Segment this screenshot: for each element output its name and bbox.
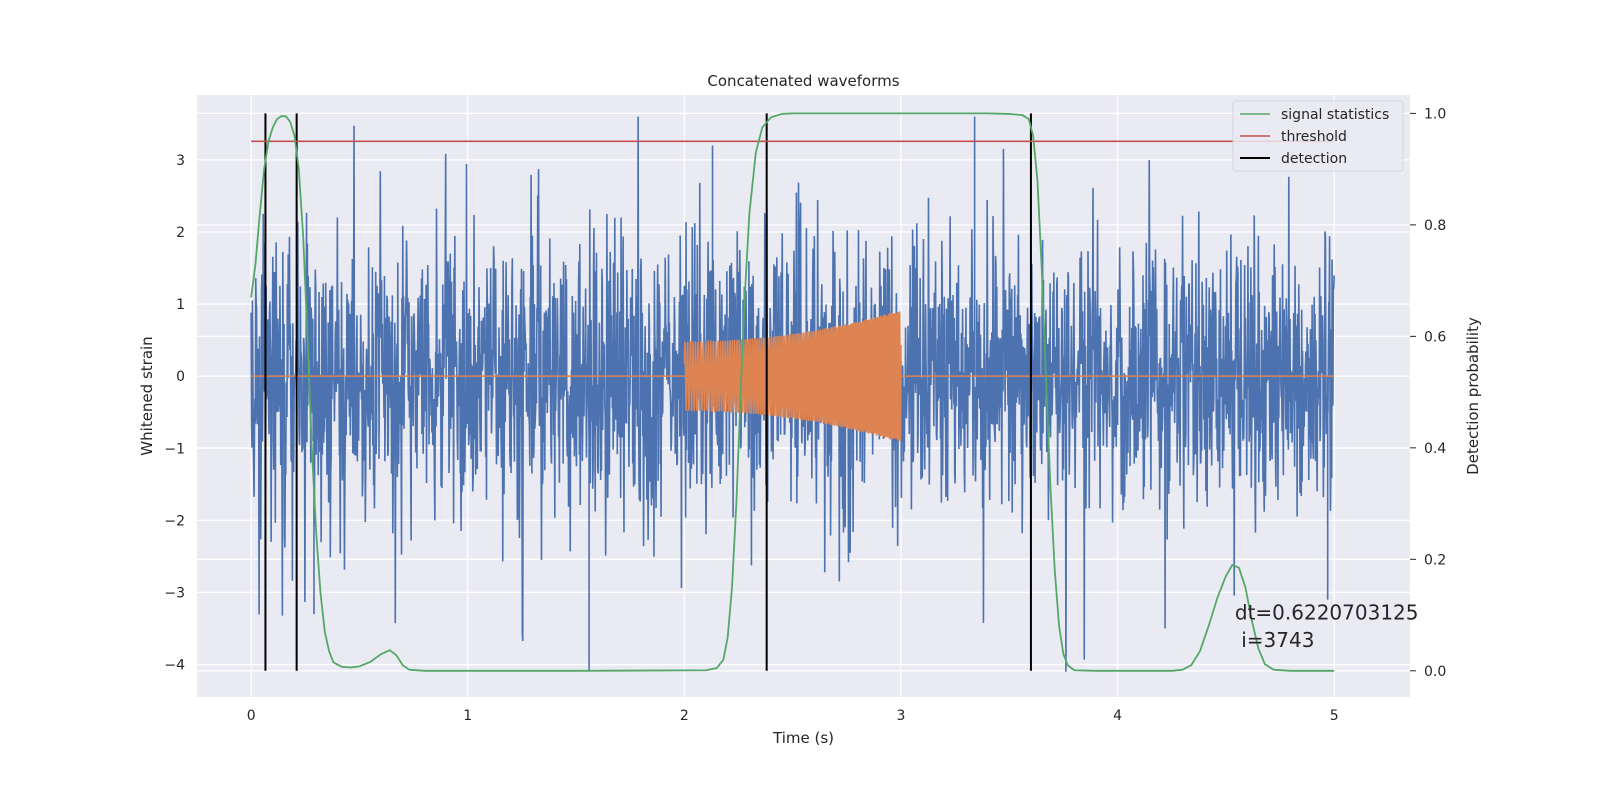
ticks: 0 1 2 3 4 5 −4 −3 −2 −1 0 1 2 3 0.0 0.2 0.4 0.6 0.8 1.0	[164, 106, 1446, 724]
legend: signal statistics threshold detection	[1232, 100, 1404, 172]
legend-box	[1232, 100, 1404, 172]
x-tick-label: 1	[463, 708, 472, 724]
annotation-index: i=3743	[1235, 628, 1315, 652]
y2-tick-label: 0.2	[1424, 552, 1446, 568]
y-tick-label: 2	[176, 225, 185, 241]
x-axis-label: Time (s)	[772, 729, 834, 747]
x-tick-label: 0	[247, 708, 256, 724]
legend-label-threshold: threshold	[1281, 129, 1347, 145]
x-tick-label: 3	[897, 708, 906, 724]
signal-statistics-line	[250, 112, 1335, 672]
data-layer	[250, 112, 1335, 672]
legend-label-signal-statistics: signal statistics	[1281, 107, 1389, 123]
legend-label-detection: detection	[1281, 151, 1347, 167]
y-tick-label: 1	[176, 297, 185, 313]
series-injection-chirp	[683, 311, 902, 442]
y-tick-label: −2	[164, 513, 185, 529]
y2-tick-label: 0.6	[1424, 329, 1446, 345]
y2-tick-label: 0.8	[1424, 218, 1446, 234]
y2-tick-label: 0.0	[1424, 664, 1446, 680]
y-tick-label: −1	[164, 441, 185, 457]
y-axis-label: Whitened strain	[138, 336, 156, 455]
x-tick-label: 2	[680, 708, 689, 724]
y-tick-label: 3	[176, 153, 185, 169]
x-tick-label: 5	[1330, 708, 1339, 724]
y2-axis-label: Detection probability	[1464, 317, 1482, 475]
x-tick-label: 4	[1113, 708, 1122, 724]
y-tick-label: −4	[164, 658, 185, 674]
y2-tick-label: 0.4	[1424, 441, 1446, 457]
annotation-dt: dt=0.6220703125	[1235, 600, 1419, 624]
y-tick-label: 0	[176, 369, 185, 385]
y-tick-label: −3	[164, 585, 185, 601]
y2-tick-label: 1.0	[1424, 106, 1446, 122]
chart-title: Concatenated waveforms	[707, 72, 899, 90]
